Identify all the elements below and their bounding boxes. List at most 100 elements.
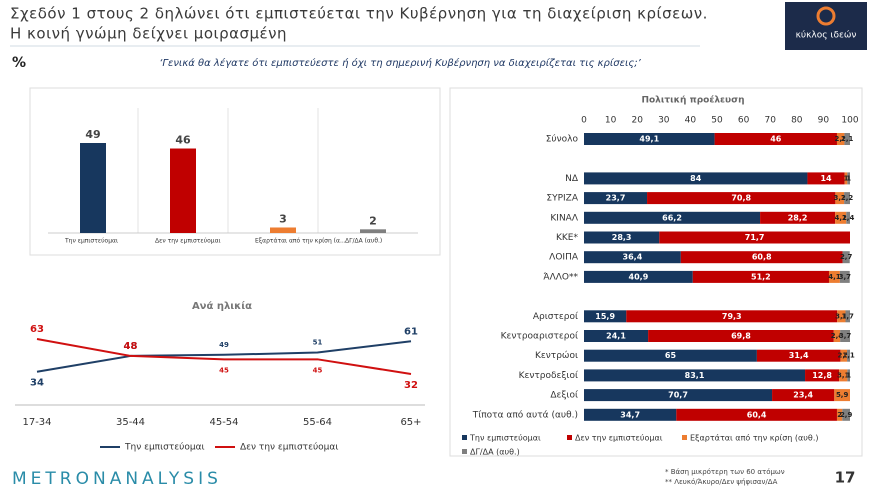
bar-segment [839,270,850,283]
line [36,338,412,375]
y-tick-label: ΣΥΡΙΖΑ [546,194,578,204]
bar-segment [772,389,835,402]
bar-panel [29,87,441,256]
data-label: 2,8 [834,135,847,143]
data-label: 46 [770,135,782,144]
bar [170,148,196,233]
bar-segment [584,408,677,421]
data-label: 28,2 [788,213,808,222]
bar-segment [847,349,850,362]
data-label: 23,4 [793,391,813,400]
page-number: 17 [835,469,856,487]
bar-segment [680,251,843,264]
data-label: 45 [219,366,229,374]
x-tick-label: 0 [581,116,587,126]
legend-label: ΔΓ/ΔΑ (αυθ.) [470,448,520,457]
bar-segment [837,310,846,323]
y-tick-label: ΆΛΛΟ** [543,272,578,282]
data-label: 84 [690,174,702,183]
x-tick-label: 10 [605,116,617,126]
bar-segment [584,192,648,205]
bar-segment [840,349,848,362]
data-label: 1 [844,174,849,182]
bar-segment [584,231,660,244]
data-label: 65 [665,351,677,360]
footnote: * Βάση μικρότερη των 60 ατόμων [665,468,785,476]
data-label: 28,3 [612,233,632,242]
bar-segment [844,192,850,205]
bar-segment [647,192,836,205]
data-label: 79,3 [722,312,742,321]
bar-segment [584,172,808,185]
data-label: 48 [124,341,138,352]
legend-swatch [462,449,467,454]
data-label: 1,4 [842,214,855,222]
y-tick-label: Τίποτα από αυτά (αυθ.) [472,409,578,420]
bar-segment [676,408,837,421]
y-tick-label: ΛΟΙΠΑ [549,253,579,263]
data-label: 51,2 [751,272,771,281]
data-label: 3,3 [834,194,847,202]
x-tick-label: 20 [631,116,643,126]
bar-segment [584,389,773,402]
x-tick-label: Εξαρτάται από την κρίση (α... [255,238,346,245]
data-label: 1 [846,371,851,379]
data-label: 2,7 [840,253,853,261]
data-label: 2 [837,411,842,419]
x-tick-label: Δεν την εμπιστεύομαι [155,238,221,245]
data-label: 3,7 [839,273,852,281]
bar-segment [714,133,837,145]
bar-segment [626,310,838,323]
bar-segment [584,349,757,362]
bar-segment [807,172,845,185]
logo-box [785,2,867,50]
data-label: 45 [313,366,323,374]
question: ‘Γενικά θα λέγατε ότι εμπιστεύεστε ή όχι… [159,57,641,69]
bar-segment [692,270,829,283]
title-line-2: Η κοινή γνώμη δείχνει μοιρασμένη [10,25,287,43]
data-label: 3 [279,212,287,225]
data-label: 36,4 [623,253,643,262]
data-label: 15,9 [595,312,615,321]
bar-segment [836,133,845,145]
legend-label: Την εμπιστεύομαι [124,442,205,453]
legend-label: Δεν την εμπιστεύομαι [240,442,338,453]
bar-segment [584,251,681,264]
y-tick-label: Αριστεροί [533,312,578,322]
bar [270,227,296,233]
data-label: 1 [846,174,851,182]
data-label: 40,9 [629,272,649,281]
data-label: 2,4 [831,332,844,340]
legend-swatch [462,435,467,440]
x-tick-label: 80 [791,116,803,126]
x-tick-label: 45-54 [209,417,238,428]
data-label: 3,7 [839,332,852,340]
bar-segment [760,211,836,224]
data-label: 34 [30,378,44,389]
y-tick-label: Σύνολο [546,134,579,145]
y-tick-label: ΝΔ [565,174,579,184]
data-label: 3,1 [837,371,850,379]
bar-segment [842,251,850,264]
data-label: 49,1 [639,135,659,144]
bar-segment [842,408,850,421]
bar-segment [584,211,761,224]
bar-segment [839,369,848,382]
data-label: 32 [404,380,418,391]
bar-segment [584,310,627,323]
data-label: 49 [219,341,229,349]
data-label: 2,5 [838,352,851,360]
data-label: 71,7 [745,233,765,242]
data-label: 83,1 [685,371,705,380]
x-tick-label: 17-34 [22,417,51,428]
bar-segment [835,192,845,205]
y-tick-label: ΚΚΕ* [556,233,578,243]
data-label: 70,8 [731,194,751,203]
data-label: 31,4 [789,351,809,360]
x-tick-label: 65+ [400,417,421,428]
legend-label: Την εμπιστεύομαι [469,433,541,443]
unit: % [12,55,26,71]
bar-segment [584,369,806,382]
data-label: 69,8 [731,332,751,341]
x-tick-label: 55-64 [303,417,332,428]
